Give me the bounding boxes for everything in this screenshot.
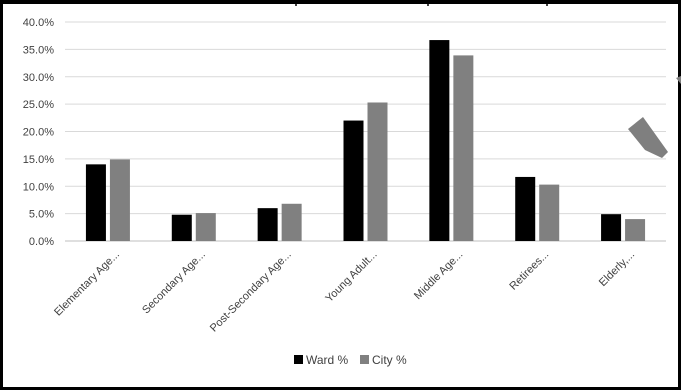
legend: Ward % City %	[294, 353, 407, 367]
x-tick-label: Elementary Age...	[52, 249, 122, 319]
y-tick-label: 35.0%	[23, 44, 54, 56]
pen-cursor-icon	[628, 117, 668, 158]
bar-city	[539, 184, 560, 241]
y-tick-label: 30.0%	[23, 72, 54, 84]
bar-city	[281, 203, 302, 241]
x-tick-label: Middle Age...	[412, 249, 465, 302]
bar-ward	[343, 120, 364, 241]
y-tick-label: 20.0%	[23, 127, 54, 139]
bar-ward	[429, 40, 450, 241]
y-tick-label: 40.0%	[23, 17, 54, 29]
x-tick-label: Post-Secondary Age...	[208, 249, 294, 335]
bar-city	[367, 102, 388, 241]
bar-ward	[85, 164, 106, 241]
legend-swatch	[360, 355, 369, 364]
y-tick-label: 5.0%	[29, 209, 54, 221]
legend-label: Ward %	[306, 353, 349, 367]
bar-ward	[171, 214, 192, 241]
legend-swatch	[294, 355, 303, 364]
gridlines	[65, 21, 666, 242]
legend-label: City %	[372, 353, 407, 367]
bars	[85, 40, 646, 242]
y-tick-label: 0.0%	[29, 236, 54, 248]
y-tick-label: 25.0%	[23, 99, 54, 111]
x-tick-label: Secondary Age...	[140, 249, 208, 317]
bar-ward	[515, 176, 536, 241]
x-tick-label: Young Adult...	[323, 249, 379, 305]
bar-ward	[601, 214, 622, 241]
bar-city	[195, 213, 216, 241]
bar-ward	[257, 208, 278, 241]
bar-city	[109, 159, 130, 241]
y-tick-label: 15.0%	[23, 154, 54, 166]
x-tick-label: Elderly,...	[597, 249, 637, 289]
bar-city	[625, 219, 646, 241]
y-axis: 0.0% 5.0% 10.0% 15.0% 20.0% 25.0% 30.0% 35.0% 40…	[23, 17, 54, 248]
bar-city	[453, 55, 474, 242]
y-tick-label: 10.0%	[23, 181, 54, 193]
x-tick-label: Retirees...	[507, 249, 551, 293]
edge-arrow-icon	[676, 76, 681, 84]
x-axis: Elementary Age... Secondary Age... Post-Se…	[52, 249, 637, 335]
